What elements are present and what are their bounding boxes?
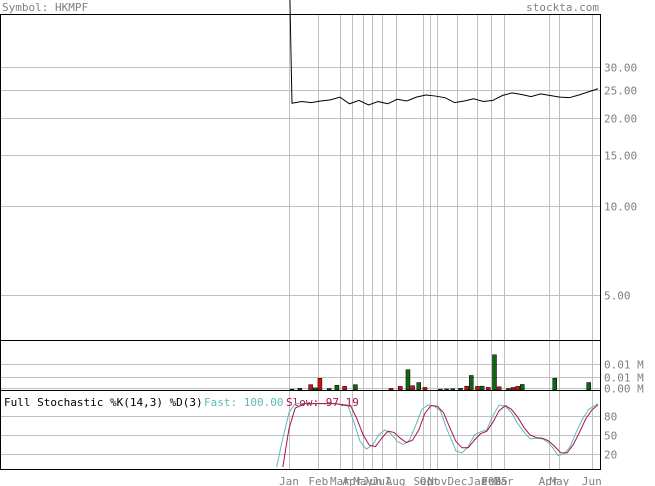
- volume-bar: [444, 388, 449, 391]
- volume-bar: [308, 384, 313, 391]
- stochastic-panel: Full Stochastic %K(14,3) %D(3) Fast: 100…: [1, 396, 617, 468]
- stochastic-title: Full Stochastic %K(14,3) %D(3): [4, 396, 203, 409]
- month-label: Jan: [279, 475, 299, 486]
- volume-bar: [486, 387, 491, 391]
- volume-bar: [313, 387, 318, 391]
- volume-tick-label: 0.01 M: [604, 359, 644, 372]
- brand-label: stockta.com: [526, 1, 599, 14]
- price-tick-label: 30.00: [604, 62, 637, 75]
- stochastic-slow-line: [282, 403, 599, 468]
- stochastic-fast-line: [276, 403, 599, 468]
- month-label: Mar: [330, 475, 350, 486]
- price-line: [289, 0, 599, 106]
- volume-bar: [469, 375, 474, 391]
- volume-bar: [520, 384, 525, 391]
- volume-bar: [317, 378, 323, 391]
- month-label: Apr: [539, 475, 559, 486]
- volume-bar: [458, 388, 463, 391]
- month-label: Oct: [420, 475, 440, 486]
- volume-tick-label: 0.01 M: [604, 372, 644, 385]
- volume-bar: [552, 378, 557, 391]
- volume-bar: [450, 388, 456, 391]
- month-label: Jan: [468, 475, 488, 486]
- month-label: Nov: [427, 475, 447, 486]
- volume-bar: [297, 388, 303, 391]
- chart-frame: [0, 14, 601, 470]
- month-label: Sep: [413, 475, 433, 486]
- stochastic-slow-label: Slow: 97.19: [286, 396, 359, 409]
- volume-bar: [353, 384, 358, 391]
- month-label: Jul: [372, 475, 392, 486]
- volume-bar: [510, 387, 516, 391]
- month-label: 2025: [481, 475, 508, 486]
- volume-bar: [475, 386, 480, 391]
- month-label: May: [353, 475, 373, 486]
- price-tick-label: 15.00: [604, 150, 637, 163]
- volume-bar: [397, 386, 403, 391]
- volume-panel: 0.01 M0.01 M0.00 M: [1, 354, 644, 396]
- month-label: May: [549, 475, 569, 486]
- price-tick-label: 10.00: [604, 201, 637, 214]
- month-label: Mar: [494, 475, 514, 486]
- volume-bar: [515, 386, 520, 391]
- stochastic-tick-label: 20: [604, 449, 617, 462]
- price-tick-label: 5.00: [604, 290, 631, 303]
- price-panel: 30.00 25.00 20.00 15.00 10.00 5.00: [1, 0, 637, 469]
- volume-bar: [464, 385, 469, 391]
- month-label: Jun: [582, 475, 602, 486]
- volume-bar: [496, 386, 502, 391]
- month-label: Feb: [481, 475, 501, 486]
- month-label: Apr: [342, 475, 362, 486]
- volume-bar: [342, 386, 347, 391]
- month-label: Dec: [447, 475, 467, 486]
- volume-tick-label: 0.00 M: [604, 383, 644, 396]
- month-label: Jun: [362, 475, 382, 486]
- month-label: Feb: [308, 475, 328, 486]
- volume-bar: [388, 388, 394, 391]
- volume-bar: [438, 388, 443, 391]
- volume-bar: [416, 382, 422, 391]
- volume-bar: [422, 387, 428, 391]
- volume-bar: [326, 388, 332, 391]
- month-label: Aug: [386, 475, 406, 486]
- price-tick-label: 25.00: [604, 85, 637, 98]
- price-tick-label: 20.00: [604, 113, 637, 126]
- stochastic-tick-label: 80: [604, 411, 617, 424]
- volume-bar: [410, 385, 415, 391]
- volume-bar: [586, 382, 591, 391]
- stochastic-fast-label: Fast: 100.00: [204, 396, 283, 409]
- volume-bar: [506, 388, 511, 391]
- stochastic-tick-label: 50: [604, 430, 617, 443]
- volume-bar: [405, 369, 411, 391]
- volume-bar: [479, 385, 485, 391]
- symbol-label: Symbol: HKMPF: [2, 1, 88, 14]
- volume-bar: [289, 388, 295, 391]
- volume-bar: [334, 385, 340, 391]
- volume-bar: [492, 354, 497, 391]
